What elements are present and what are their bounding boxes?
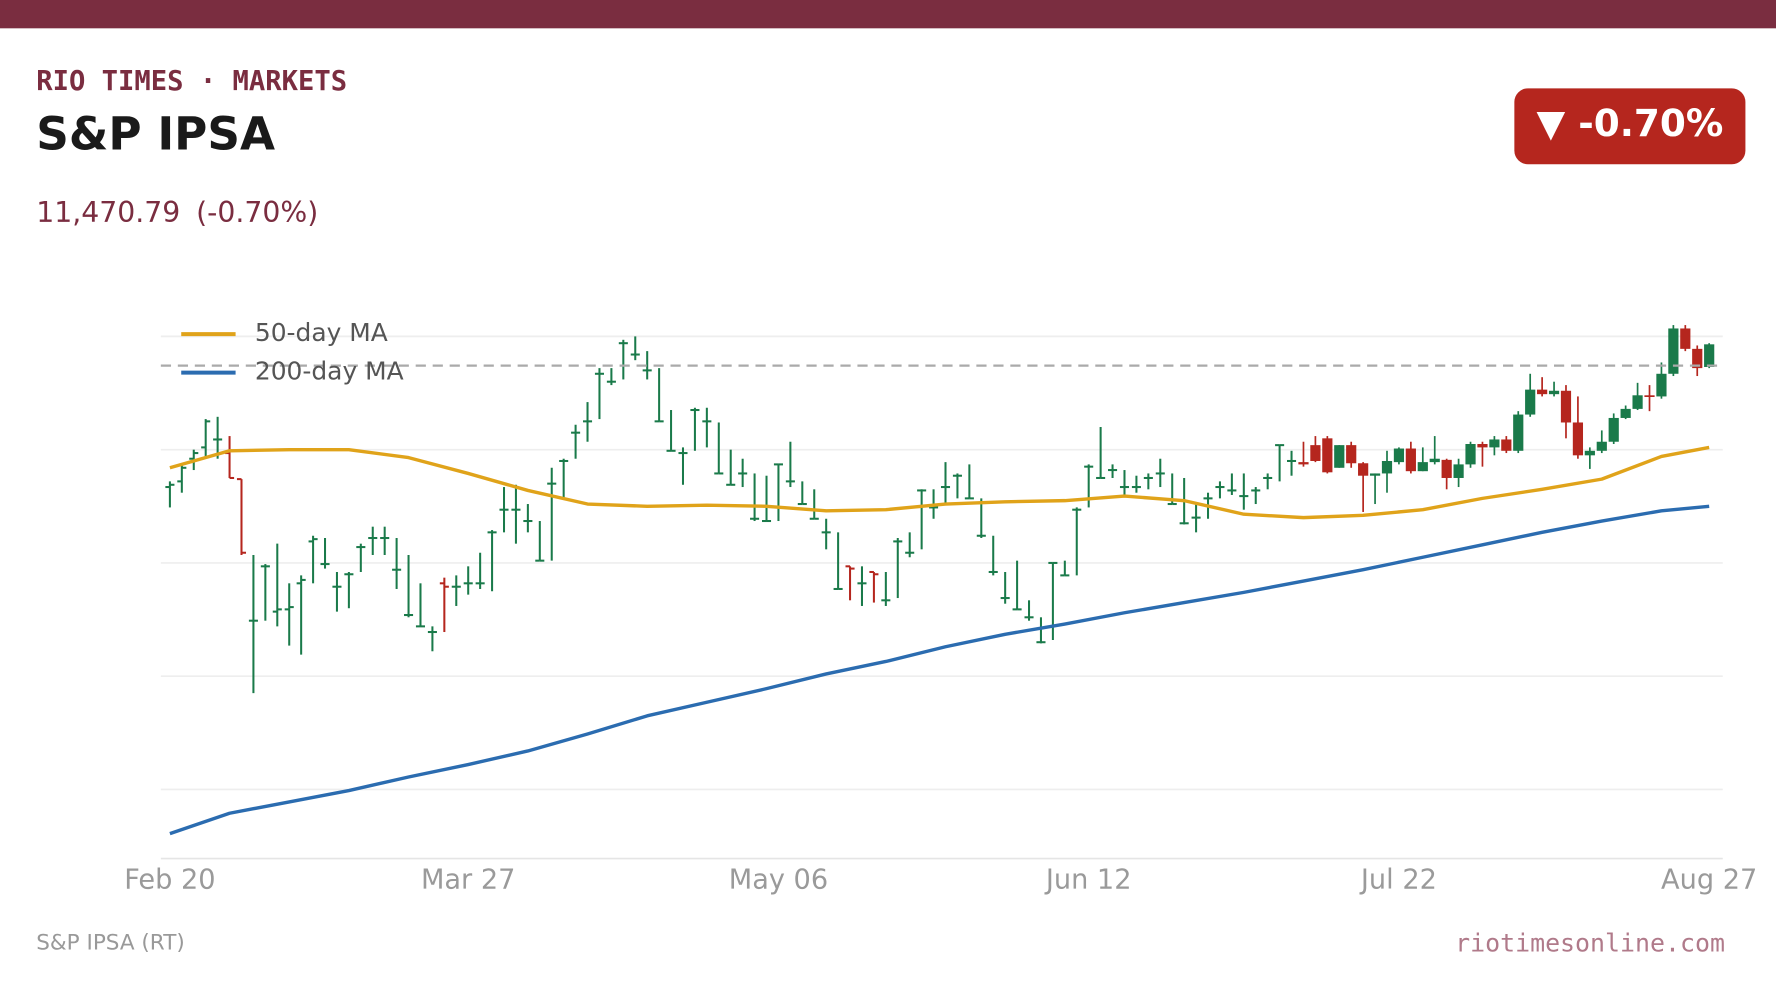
candle-body <box>1704 344 1715 367</box>
candle-body <box>1548 390 1560 395</box>
candle-body <box>1346 445 1357 464</box>
x-tick-label: Jul 22 <box>1359 865 1437 896</box>
candle-body <box>1381 460 1393 474</box>
candle-body <box>1656 373 1667 397</box>
candle-body <box>1632 395 1643 409</box>
x-tick-label: Mar 27 <box>421 865 515 896</box>
legend-label: 200-day MA <box>255 357 404 386</box>
candle-body <box>1322 438 1333 473</box>
candle-body <box>1608 417 1619 442</box>
candle-body <box>1501 439 1512 451</box>
candle-body <box>1525 389 1536 415</box>
x-tick-label: Aug 27 <box>1661 865 1757 896</box>
candle-body <box>1358 463 1369 476</box>
candle-body <box>1680 328 1691 349</box>
candle-body <box>1644 395 1655 397</box>
candle-body <box>1537 389 1548 395</box>
candle-body <box>1692 348 1703 369</box>
legend-label: 50-day MA <box>255 318 388 347</box>
candle-body <box>1393 448 1405 463</box>
candle-body <box>1560 390 1572 423</box>
candle-body <box>1429 458 1440 463</box>
change: (-0.70%) <box>196 196 318 229</box>
candle-body <box>1620 408 1631 418</box>
site: riotimesonline.com <box>1455 929 1725 958</box>
x-tick-label: Feb 20 <box>124 865 215 896</box>
candle-body <box>1298 462 1309 465</box>
source: S&P IPSA (RT) <box>36 931 184 956</box>
badge-bg <box>1514 88 1746 165</box>
x-tick-label: Jun 12 <box>1044 865 1132 896</box>
candle-body <box>1513 414 1524 451</box>
candle-body <box>1489 439 1500 448</box>
ma-line <box>169 445 1710 520</box>
candle-body <box>1465 444 1476 465</box>
top-bar <box>0 0 1776 29</box>
candle-body <box>1405 448 1416 472</box>
candle-body <box>1369 473 1381 476</box>
kicker: RIO TIMES · MARKETS <box>36 66 347 97</box>
candle-body <box>1417 462 1428 472</box>
candle-body <box>1441 459 1452 478</box>
candle-body <box>1310 445 1321 461</box>
ma-line <box>169 504 1710 836</box>
candle-body <box>1584 450 1595 456</box>
chart-title: S&P IPSA <box>36 108 275 161</box>
candle-body <box>1572 422 1584 456</box>
price: 11,470.79 <box>36 196 180 229</box>
candle-body <box>1668 328 1679 374</box>
candle-body <box>1334 445 1345 468</box>
badge: ▼ -0.70% <box>1536 101 1723 145</box>
candle-body <box>1596 441 1607 451</box>
candle-body <box>1453 464 1464 478</box>
price-label: 11,470.79 (-0.70%) <box>36 196 318 229</box>
x-tick-label: May 06 <box>729 865 828 896</box>
candle-body <box>1477 444 1488 448</box>
